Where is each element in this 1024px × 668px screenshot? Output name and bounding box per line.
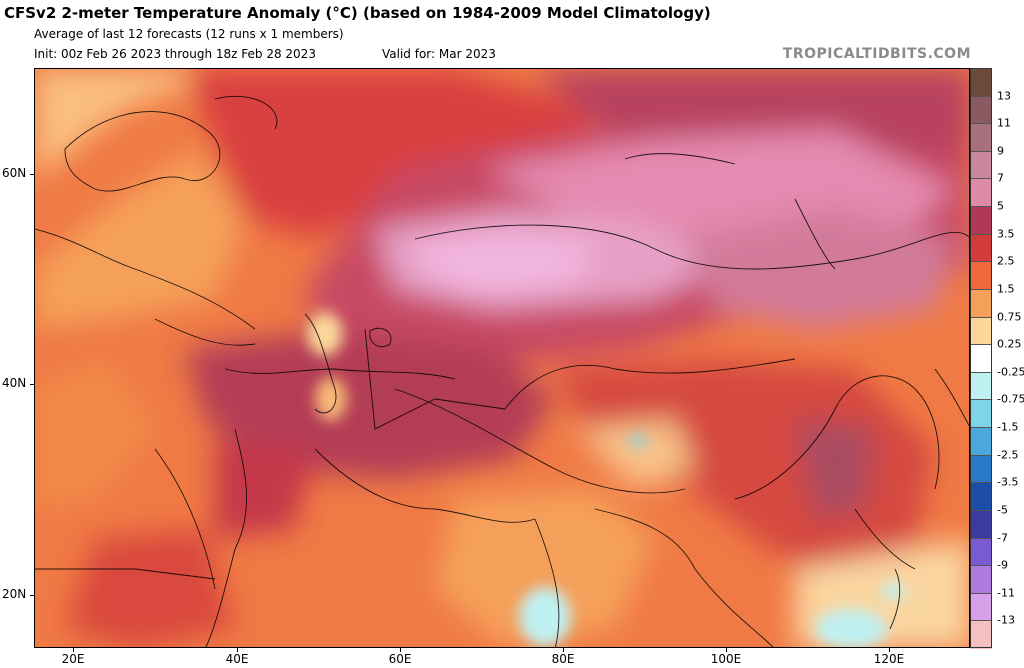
colorbar-label: 13 [997,89,1011,103]
colorbar-label: -0.25 [997,365,1024,379]
colorbar-swatch [970,427,992,456]
colorbar-label: -13 [997,613,1015,627]
colorbar-label: -7 [997,531,1008,545]
lon-label-120e: 120E [873,652,905,666]
lon-tick [726,648,727,652]
lat-tick [30,384,34,385]
colorbar-frame [970,68,992,648]
colorbar-label: -1.5 [997,420,1019,434]
colorbar-swatch [970,316,992,346]
colorbar-swatch [970,233,992,263]
colorbar-swatch [970,206,992,235]
colorbar-swatch [970,371,992,401]
lat-label-40n: 40N [2,376,27,390]
chart-subtitle: Average of last 12 forecasts (12 runs x … [34,27,344,41]
lon-tick [400,648,401,652]
colorbar-label: 2.5 [997,254,1015,268]
lon-label-80e: 80E [551,652,575,666]
anomaly-map [34,68,970,648]
lon-tick [889,648,890,652]
init-time: Init: 00z Feb 26 2023 through 18z Feb 28… [34,47,316,61]
colorbar-label: -5 [997,503,1008,517]
lon-tick [73,648,74,652]
colorbar-swatch [970,537,992,567]
colorbar-swatch [970,565,992,594]
lon-label-40e: 40E [225,652,249,666]
lon-tick [563,648,564,652]
colorbar-swatch [970,620,992,649]
chart-title: CFSv2 2-meter Temperature Anomaly (°C) (… [4,4,711,22]
valid-time: Valid for: Mar 2023 [382,47,496,61]
colorbar-label: 1.5 [997,282,1015,296]
lat-label-60n: 60N [2,166,27,180]
colorbar-swatch [970,178,992,208]
lon-label-100e: 100E [710,652,742,666]
colorbar-label: 0.25 [997,337,1022,351]
lat-tick [30,595,34,596]
colorbar-swatch [970,123,992,152]
colorbar-label: -0.75 [997,392,1024,406]
lon-label-60e: 60E [388,652,412,666]
colorbar-swatch [970,68,992,97]
colorbar-swatch [970,592,992,622]
colorbar-label: 3.5 [997,227,1015,241]
lon-label-20e: 20E [61,652,85,666]
colorbar-swatch [970,344,992,373]
colorbar-label: 9 [997,144,1004,158]
colorbar-label: 5 [997,199,1004,213]
lat-label-20n: 20N [2,587,27,601]
colorbar-label: 0.75 [997,310,1022,324]
anomaly-map-graphic [35,69,969,647]
colorbar-label: -3.5 [997,475,1019,489]
colorbar-label: 7 [997,171,1004,185]
colorbar-swatch [970,95,992,125]
colorbar-swatch [970,399,992,429]
colorbar-swatch [970,454,992,484]
colorbar-label: -2.5 [997,448,1019,462]
brand-watermark: TROPICALTIDBITS.COM [782,46,971,62]
colorbar-label: -9 [997,558,1008,572]
colorbar-swatch [970,288,992,318]
lon-tick [237,648,238,652]
lat-tick [30,174,34,175]
colorbar-swatch [970,509,992,539]
colorbar [970,68,992,649]
colorbar-label: -11 [997,586,1015,600]
colorbar-label: 11 [997,116,1011,130]
colorbar-swatch [970,261,992,290]
colorbar-swatch [970,482,992,511]
colorbar-swatch [970,150,992,180]
